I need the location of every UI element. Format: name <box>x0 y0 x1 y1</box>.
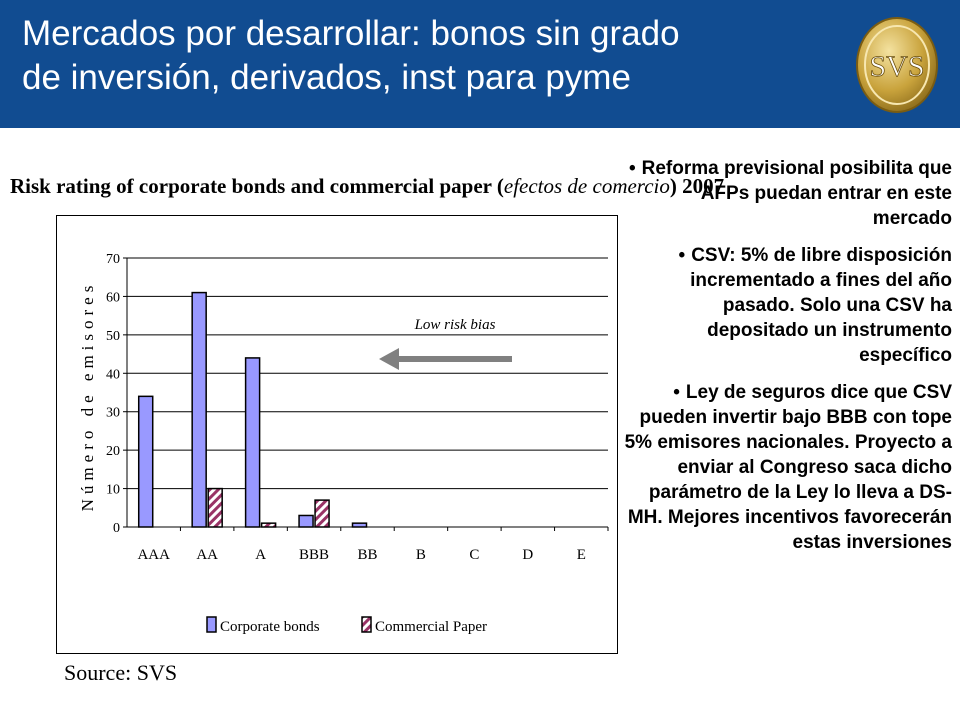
y-tick-label: 10 <box>106 483 120 498</box>
y-axis-label: Número de emisores <box>78 281 97 512</box>
y-tick-label: 0 <box>113 521 120 536</box>
chart-area: 0 10 20 30 40 50 60 70 AAA AA A BBB BB B C D E Número de… <box>56 215 618 654</box>
page-title: Mercados por desarrollar: bonos sin grad… <box>22 12 842 100</box>
x-tick-label: B <box>416 547 426 563</box>
bullet-item: • Reforma previsional posibilita que AFPs… <box>628 158 952 229</box>
x-tick-label: E <box>577 547 586 563</box>
bar-commercial-paper <box>314 499 330 528</box>
header-banner: Mercados por desarrollar: bonos sin grad… <box>0 0 960 128</box>
y-tick-label: 30 <box>106 406 120 421</box>
bar-commercial-paper <box>260 522 277 528</box>
bar-corporate-bonds <box>298 514 314 528</box>
x-tick-label: C <box>469 547 479 563</box>
annotation-low-risk-bias: Low risk bias <box>414 317 496 333</box>
y-tick-label: 50 <box>106 329 120 344</box>
x-tick-label: BBB <box>299 547 329 563</box>
y-tick-label: 60 <box>106 290 120 305</box>
x-tick-label: AAA <box>137 547 170 563</box>
bar-commercial-paper <box>207 487 223 528</box>
chart-title: Risk rating of corporate bonds and comme… <box>10 174 724 199</box>
chart-source: Source: SVS <box>64 660 178 685</box>
title-line-1: Mercados por desarrollar: bonos sin grad… <box>22 14 680 53</box>
left-arrow <box>379 348 512 370</box>
x-tick-label: D <box>522 547 533 563</box>
legend-swatch <box>206 616 217 633</box>
bar-corporate-bonds <box>244 357 261 528</box>
legend-label: Commercial Paper <box>375 619 487 635</box>
y-tick-label: 40 <box>106 367 120 382</box>
bullet-item: • CSV: 5% de libre disposición incrementa… <box>678 245 952 366</box>
bar-corporate-bonds <box>191 291 207 528</box>
chart-title-end: ) 2007 <box>669 174 725 198</box>
bar-corporate-bonds <box>351 522 368 528</box>
bullet-text: Reforma previsional posibilita que AFPs … <box>641 158 952 229</box>
bar-corporate-bonds <box>137 395 154 528</box>
bullet-text: CSV: 5% de libre disposición incrementad… <box>690 245 952 366</box>
logo-text: SVS <box>869 50 924 83</box>
chart-title-main: Risk rating of corporate bonds and comme… <box>10 174 504 198</box>
legend-label: Corporate bonds <box>220 619 320 635</box>
bullet-item: • Ley de seguros dice que CSV pueden inve… <box>624 382 952 553</box>
title-line-2: de inversión, derivados, inst para pyme <box>22 58 631 97</box>
x-tick-label: BB <box>357 547 377 563</box>
chart-title-italic: efectos de comercio <box>503 174 670 198</box>
bullet-text: Ley de seguros dice que CSV pueden inver… <box>624 382 952 553</box>
svs-logo: SVS <box>856 17 938 113</box>
chart-legend: Corporate bonds Commercial Paper <box>206 616 487 635</box>
y-tick-label: 20 <box>106 444 120 459</box>
x-tick-label: A <box>255 547 266 563</box>
legend-swatch <box>361 616 372 633</box>
y-tick-label: 70 <box>106 252 120 267</box>
x-tick-label: AA <box>196 547 218 563</box>
bullet-list: • Reforma previsional posibilita que AFPs… <box>622 156 952 567</box>
